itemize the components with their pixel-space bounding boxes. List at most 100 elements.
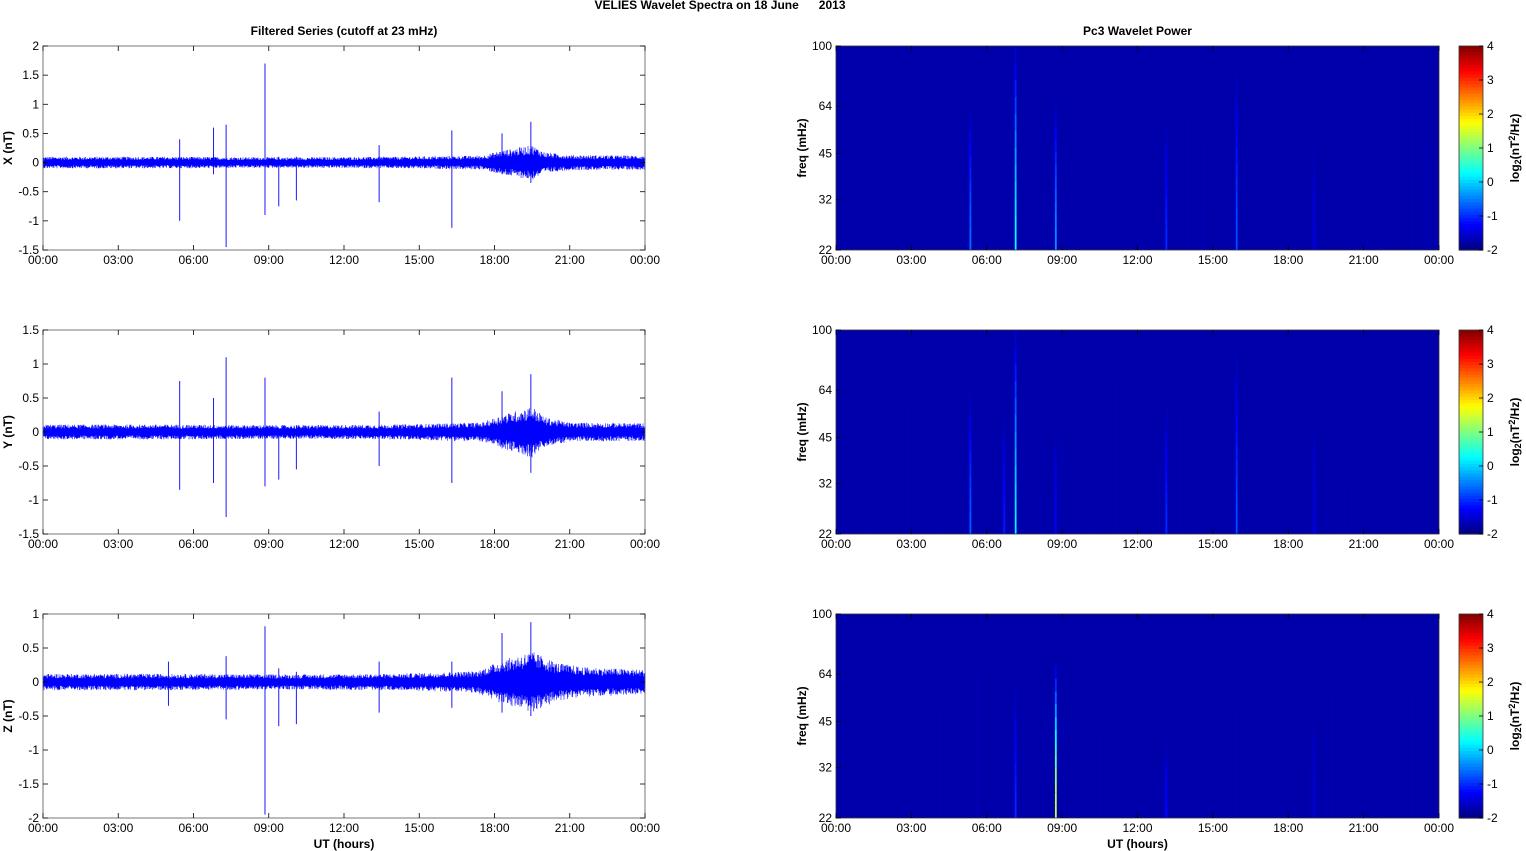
- colorbar-swatch: [1459, 460, 1483, 465]
- colorbar-swatch: [1459, 52, 1483, 57]
- x-tick-label: 15:00: [1198, 821, 1228, 835]
- colorbar-swatch: [1459, 237, 1483, 242]
- colorbar-swatch: [1459, 132, 1483, 136]
- y-tick-label: 22: [819, 527, 833, 541]
- colorbar-label: log2(nT2/Hz): [1507, 682, 1523, 751]
- colorbar-swatch: [1459, 186, 1483, 191]
- colorbar-swatch: [1459, 46, 1483, 50]
- x-tick-label: 21:00: [555, 253, 585, 267]
- colorbar-swatch: [1459, 176, 1483, 181]
- y-tick-label: 0: [32, 425, 39, 439]
- colorbar-swatch: [1459, 195, 1483, 200]
- colorbar-swatch: [1459, 502, 1483, 506]
- colorbar-swatch: [1459, 428, 1483, 433]
- colorbar-swatch: [1459, 361, 1483, 366]
- colorbar-swatch: [1459, 786, 1483, 790]
- colorbar-swatch: [1459, 760, 1483, 765]
- colorbar-swatch: [1459, 738, 1483, 743]
- x-tick-label: 06:00: [972, 253, 1002, 267]
- colorbar-swatch: [1459, 381, 1483, 385]
- colorbar-swatch: [1459, 811, 1483, 816]
- colorbar-tick-label: 4: [1487, 607, 1494, 621]
- colorbar-swatch: [1459, 741, 1483, 746]
- y-tick-label: -1.5: [18, 243, 39, 257]
- plot-area: [43, 46, 645, 250]
- y-tick-label: 45: [819, 147, 833, 161]
- x-tick-label: 21:00: [555, 537, 585, 551]
- colorbar-tick-label: 1: [1487, 709, 1494, 723]
- time-series-panel-x: -1.5 -1 -0.5 0 0.5 1 1.5 2 00:00 03:00 06:00 09:00 1…: [1, 24, 660, 267]
- colorbar-swatch: [1459, 706, 1483, 711]
- colorbar-swatch: [1459, 763, 1483, 768]
- colorbar-swatch: [1459, 719, 1483, 723]
- colorbar-swatch: [1459, 100, 1483, 104]
- x-tick-label: 09:00: [254, 821, 284, 835]
- colorbar-swatch: [1459, 792, 1483, 797]
- colorbar-swatch: [1459, 435, 1483, 439]
- colorbar-swatch: [1459, 205, 1483, 210]
- x-tick-label: 00:00: [821, 253, 851, 267]
- x-tick-label: 12:00: [329, 253, 359, 267]
- colorbar-tick-label: -1: [1487, 493, 1498, 507]
- colorbar-swatch: [1459, 498, 1483, 503]
- colorbar-swatch: [1459, 782, 1483, 787]
- x-axis-label: UT (hours): [1107, 837, 1168, 851]
- colorbar-tick-label: 0: [1487, 459, 1494, 473]
- colorbar-tick-label: -2: [1487, 527, 1498, 541]
- colorbar-swatch: [1459, 614, 1483, 618]
- colorbar-swatch: [1459, 716, 1483, 720]
- colorbar-swatch: [1459, 677, 1483, 682]
- y-tick-label: 0: [32, 675, 39, 689]
- colorbar-swatch: [1459, 492, 1483, 497]
- colorbar-swatch: [1459, 687, 1483, 692]
- x-tick-label: 18:00: [479, 821, 509, 835]
- colorbar-swatch: [1459, 349, 1483, 353]
- colorbar-swatch: [1459, 725, 1483, 730]
- colorbar-tick-label: 1: [1487, 141, 1494, 155]
- y-tick-label: 0.5: [22, 126, 39, 140]
- colorbar-tick-label: 0: [1487, 743, 1494, 757]
- colorbar-swatch: [1459, 789, 1483, 794]
- colorbar-swatch: [1459, 703, 1483, 708]
- colorbar-swatch: [1459, 112, 1483, 117]
- colorbar-swatch: [1459, 390, 1483, 395]
- x-tick-label: 21:00: [1349, 253, 1379, 267]
- y-axis-label: Z (nT): [1, 699, 15, 732]
- colorbar-swatch: [1459, 199, 1483, 203]
- x-tick-label: 21:00: [555, 821, 585, 835]
- colorbar-swatch: [1459, 61, 1483, 66]
- y-tick-label: -1.5: [18, 527, 39, 541]
- colorbar-swatch: [1459, 722, 1483, 727]
- x-tick-label: 00:00: [1424, 537, 1454, 551]
- colorbar-swatch: [1459, 157, 1483, 162]
- colorbar-swatch: [1459, 798, 1483, 803]
- colorbar-swatch: [1459, 109, 1483, 114]
- x-tick-label: 21:00: [1349, 821, 1379, 835]
- y-axis-label: freq (mHz): [795, 402, 809, 461]
- colorbar-swatch: [1459, 371, 1483, 376]
- colorbar-swatch: [1459, 342, 1483, 347]
- colorbar-swatch: [1459, 384, 1483, 388]
- panels: -1.5 -1 -0.5 0 0.5 1 1.5 2 00:00 03:00 06:00 09:00 1…: [1, 24, 1523, 851]
- x-tick-label: 00:00: [28, 537, 58, 551]
- y-tick-label: 64: [819, 99, 833, 113]
- colorbar-swatch: [1459, 77, 1483, 82]
- colorbar-swatch: [1459, 400, 1483, 404]
- colorbar-swatch: [1459, 483, 1483, 487]
- x-tick-label: 12:00: [1122, 253, 1152, 267]
- colorbar-swatch: [1459, 655, 1483, 660]
- colorbar-swatch: [1459, 524, 1483, 529]
- time-series-panel-z: -2 -1.5 -1 -0.5 0 0.5 1 00:00 03:00 06:00 09:00 12:…: [1, 607, 660, 851]
- y-tick-label: 22: [819, 811, 833, 825]
- colorbar-swatch: [1459, 476, 1483, 481]
- colorbar-swatch: [1459, 179, 1483, 184]
- colorbar-swatch: [1459, 396, 1483, 401]
- y-axis-label: X (nT): [1, 131, 15, 165]
- y-tick-label: -2: [28, 811, 39, 825]
- colorbar-swatch: [1459, 58, 1483, 63]
- y-tick-label: 64: [819, 667, 833, 681]
- colorbar-swatch: [1459, 151, 1483, 155]
- y-tick-label: 45: [819, 431, 833, 445]
- x-tick-label: 03:00: [896, 821, 926, 835]
